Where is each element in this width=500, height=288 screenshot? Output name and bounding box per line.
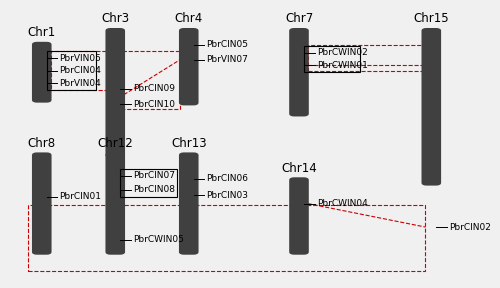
FancyBboxPatch shape (32, 152, 52, 255)
Text: Chr12: Chr12 (98, 137, 133, 150)
Text: Chr3: Chr3 (101, 12, 130, 25)
Text: PbrCIN02: PbrCIN02 (449, 223, 491, 232)
FancyBboxPatch shape (289, 28, 309, 116)
FancyBboxPatch shape (422, 28, 441, 185)
Text: PbrVIN05: PbrVIN05 (60, 54, 102, 63)
Bar (304, 46, 360, 72)
Text: PbrCIN06: PbrCIN06 (206, 174, 248, 183)
Text: Chr7: Chr7 (285, 12, 313, 25)
Text: PbrCWIN01: PbrCWIN01 (316, 61, 368, 70)
Text: Chr8: Chr8 (28, 137, 56, 150)
Bar (120, 169, 176, 197)
Bar (308, 45, 426, 71)
Text: Chr14: Chr14 (281, 162, 317, 175)
Bar (109, 52, 180, 109)
Text: PbrCIN01: PbrCIN01 (60, 192, 102, 201)
Bar (46, 52, 96, 90)
FancyBboxPatch shape (106, 152, 125, 255)
Bar (28, 205, 425, 271)
Text: Chr13: Chr13 (171, 137, 206, 150)
Text: PbrCWIN02: PbrCWIN02 (316, 48, 368, 57)
Text: PbrCIN03: PbrCIN03 (206, 191, 248, 200)
Text: PbrCWIN04: PbrCWIN04 (316, 199, 368, 208)
Text: PbrCIN05: PbrCIN05 (206, 40, 248, 49)
Text: Chr15: Chr15 (414, 12, 449, 25)
Bar (51, 52, 109, 90)
Text: PbrCIN08: PbrCIN08 (133, 185, 175, 194)
FancyBboxPatch shape (289, 177, 309, 255)
Text: PbrVIN04: PbrVIN04 (60, 79, 101, 88)
FancyBboxPatch shape (179, 28, 199, 105)
Text: Chr4: Chr4 (174, 12, 203, 25)
Text: Chr1: Chr1 (28, 26, 56, 39)
Text: PbrCIN09: PbrCIN09 (133, 84, 175, 93)
FancyBboxPatch shape (179, 152, 199, 255)
Text: PbrCIN07: PbrCIN07 (133, 171, 175, 180)
Text: PbrCIN10: PbrCIN10 (133, 100, 175, 109)
Text: PbrCWIN05: PbrCWIN05 (133, 235, 184, 244)
Text: PbrVIN07: PbrVIN07 (206, 55, 248, 64)
FancyBboxPatch shape (32, 42, 52, 103)
FancyBboxPatch shape (106, 28, 125, 158)
Text: PbrCIN04: PbrCIN04 (60, 66, 102, 75)
